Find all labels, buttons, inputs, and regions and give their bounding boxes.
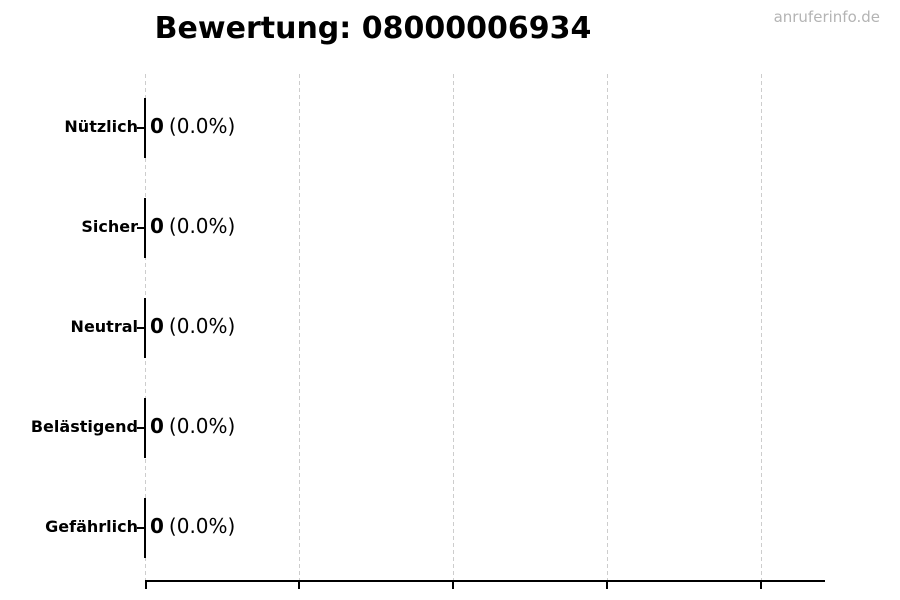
x-axis-tick (298, 582, 300, 589)
percent-value: (0.0%) (168, 314, 236, 338)
value-label: 0 (0.0%) (150, 214, 235, 238)
zero-width-bar (144, 298, 146, 358)
watermark-text: anruferinfo.de (773, 8, 880, 26)
zero-width-bar (144, 398, 146, 458)
category-label: Belästigend (30, 417, 138, 436)
x-axis-tick (606, 582, 608, 589)
x-axis-tick (452, 582, 454, 589)
plot-area (145, 74, 825, 589)
value-label: 0 (0.0%) (150, 514, 235, 538)
gridline (607, 74, 608, 580)
percent-value: (0.0%) (168, 214, 236, 238)
value-label: 0 (0.0%) (150, 314, 235, 338)
x-axis-tick (760, 582, 762, 589)
gridline (299, 74, 300, 580)
y-axis-tick (137, 427, 145, 429)
value-label: 0 (0.0%) (150, 414, 235, 438)
y-axis-tick (137, 127, 145, 129)
count-value: 0 (150, 514, 164, 538)
gridline (453, 74, 454, 580)
percent-value: (0.0%) (168, 114, 236, 138)
category-label: Nützlich (64, 117, 138, 136)
gridline (761, 74, 762, 580)
y-axis-tick (137, 527, 145, 529)
chart-title: Bewertung: 08000006934 (154, 11, 592, 46)
percent-value: (0.0%) (168, 414, 236, 438)
category-label: Sicher (81, 217, 138, 236)
count-value: 0 (150, 214, 164, 238)
count-value: 0 (150, 114, 164, 138)
y-axis-tick (137, 227, 145, 229)
x-axis-tick (145, 582, 147, 589)
value-label: 0 (0.0%) (150, 114, 235, 138)
category-label: Gefährlich (45, 517, 138, 536)
zero-width-bar (144, 498, 146, 558)
count-value: 0 (150, 414, 164, 438)
y-axis-tick (137, 327, 145, 329)
category-label: Neutral (70, 317, 138, 336)
percent-value: (0.0%) (168, 514, 236, 538)
zero-width-bar (144, 198, 146, 258)
zero-width-bar (144, 98, 146, 158)
count-value: 0 (150, 314, 164, 338)
